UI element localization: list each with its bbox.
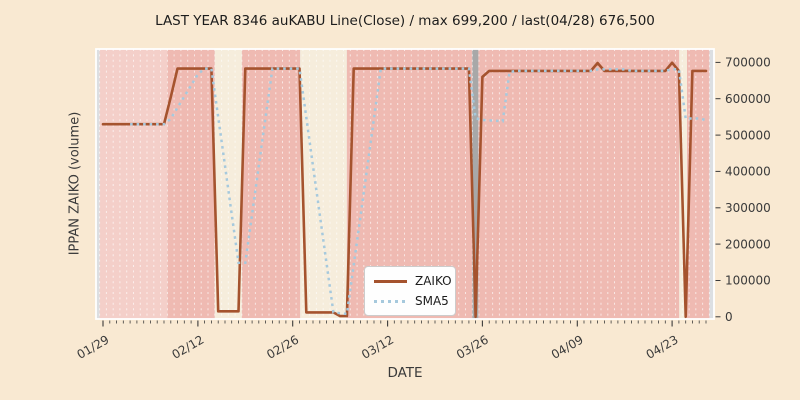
legend-label-sma5: SMA5 xyxy=(415,294,449,308)
legend-item-sma5: SMA5 xyxy=(374,294,449,308)
svg-text:200000: 200000 xyxy=(725,237,771,251)
svg-text:03/12: 03/12 xyxy=(359,332,396,361)
svg-text:04/23: 04/23 xyxy=(644,332,681,361)
svg-text:02/26: 02/26 xyxy=(264,332,301,361)
svg-text:02/12: 02/12 xyxy=(169,332,206,361)
y-tick-labels: 0 100000 200000 300000 400000 500000 600000 700… xyxy=(715,56,771,324)
legend-item-zaiko: ZAIKO xyxy=(374,275,452,287)
sma5-line xyxy=(130,67,707,316)
zaiko-solid-line-swatch-icon xyxy=(374,279,407,283)
background-bands xyxy=(99,49,710,319)
svg-text:0: 0 xyxy=(725,310,733,324)
x-axis-label: DATE xyxy=(387,365,423,381)
x-axis-ticks xyxy=(102,320,707,327)
svg-text:300000: 300000 xyxy=(725,201,771,215)
sma5-dotted-line-swatch-icon xyxy=(374,299,407,303)
chart-title: LAST YEAR 8346 auKABU Line(Close) / max … xyxy=(155,13,655,29)
svg-text:100000: 100000 xyxy=(725,274,771,288)
svg-text:500000: 500000 xyxy=(725,128,771,142)
legend-label-zaiko: ZAIKO xyxy=(415,274,452,288)
svg-text:03/26: 03/26 xyxy=(454,332,491,361)
svg-text:400000: 400000 xyxy=(725,165,771,179)
svg-text:04/09: 04/09 xyxy=(549,332,586,361)
svg-text:600000: 600000 xyxy=(725,92,771,106)
x-tick-labels: 01/29 02/12 02/26 03/12 03/26 04/09 04/23 xyxy=(75,332,681,361)
daily-gridlines xyxy=(99,49,710,319)
legend: ZAIKO SMA5 xyxy=(364,266,456,316)
svg-text:700000: 700000 xyxy=(725,56,771,70)
plot-spines xyxy=(95,48,715,320)
svg-text:01/29: 01/29 xyxy=(75,332,112,361)
